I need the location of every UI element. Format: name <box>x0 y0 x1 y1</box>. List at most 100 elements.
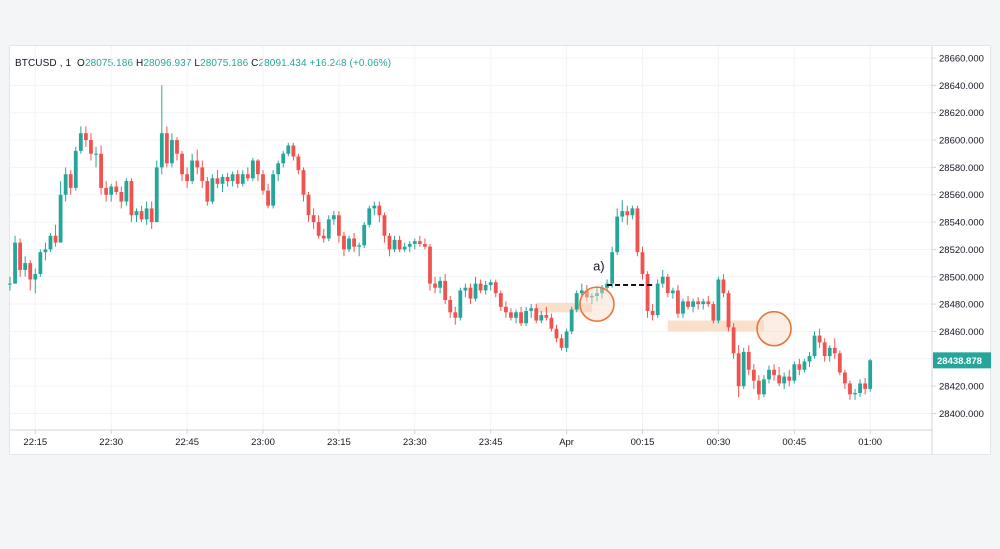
candle-down[interactable] <box>306 194 311 216</box>
candle-up[interactable] <box>868 360 873 389</box>
candle-down[interactable] <box>817 335 822 343</box>
candle-up[interactable] <box>827 347 832 357</box>
candle-down[interactable] <box>185 174 189 182</box>
candle-up[interactable] <box>701 301 706 305</box>
candle-down[interactable] <box>519 312 523 324</box>
candle-down[interactable] <box>635 208 640 253</box>
candle-up[interactable] <box>58 194 63 243</box>
candle-up[interactable] <box>392 239 397 250</box>
candle-up[interactable] <box>524 310 529 324</box>
candle-down[interactable] <box>321 235 326 239</box>
candle-down[interactable] <box>119 191 124 202</box>
candle-up[interactable] <box>529 308 534 311</box>
candle-up[interactable] <box>483 284 488 291</box>
candle-up[interactable] <box>488 282 493 285</box>
candle-down[interactable] <box>256 160 260 175</box>
candle-down[interactable] <box>352 238 356 247</box>
candle-up[interactable] <box>473 283 478 299</box>
candle-down[interactable] <box>676 290 680 314</box>
candle-down[interactable] <box>478 283 483 291</box>
candle-down[interactable] <box>129 181 134 216</box>
candle-up[interactable] <box>326 219 331 239</box>
candle-down[interactable] <box>468 287 473 299</box>
candle-down[interactable] <box>443 280 448 301</box>
candle-up[interactable] <box>767 369 771 380</box>
candle-up[interactable] <box>144 208 149 220</box>
candle-up[interactable] <box>564 331 569 348</box>
candle-up[interactable] <box>124 181 129 202</box>
candle-up[interactable] <box>48 235 53 250</box>
candle-down[interactable] <box>200 167 205 182</box>
candle-down[interactable] <box>544 315 549 318</box>
candle-up[interactable] <box>63 174 68 195</box>
candle-down[interactable] <box>164 133 169 164</box>
candle-down[interactable] <box>235 174 240 184</box>
candle-up[interactable] <box>357 245 362 247</box>
candle-down[interactable] <box>316 222 321 236</box>
candle-down[interactable] <box>686 301 690 307</box>
candle-down[interactable] <box>195 160 200 168</box>
candle-down[interactable] <box>787 376 792 381</box>
candle-up[interactable] <box>13 242 17 284</box>
candle-down[interactable] <box>397 239 402 250</box>
candle-up[interactable] <box>782 376 787 384</box>
candle-up[interactable] <box>78 133 83 151</box>
candle-up[interactable] <box>154 167 159 223</box>
candle-down[interactable] <box>832 347 837 354</box>
candle-down[interactable] <box>837 353 842 373</box>
candle-up[interactable] <box>463 287 468 291</box>
candle-down[interactable] <box>625 211 630 216</box>
candle-down[interactable] <box>843 372 847 384</box>
candle-up[interactable] <box>853 392 857 395</box>
candle-up[interactable] <box>458 290 463 318</box>
candle-up[interactable] <box>250 160 255 179</box>
candle-up[interactable] <box>159 133 164 168</box>
candle-up[interactable] <box>372 205 377 209</box>
candle-down[interactable] <box>149 208 154 223</box>
candle-down[interactable] <box>736 353 741 387</box>
candle-down[interactable] <box>428 246 432 284</box>
candle-down[interactable] <box>205 181 210 202</box>
candle-down[interactable] <box>266 190 270 206</box>
candle-down[interactable] <box>848 383 852 395</box>
candle-up[interactable] <box>691 301 695 307</box>
candle-up[interactable] <box>655 283 660 316</box>
candle-up[interactable] <box>630 208 635 216</box>
candle-up[interactable] <box>109 186 114 195</box>
candle-down[interactable] <box>89 140 93 154</box>
candle-up[interactable] <box>615 216 620 253</box>
candle-up[interactable] <box>170 140 174 164</box>
candle-down[interactable] <box>756 380 761 395</box>
candle-up[interactable] <box>271 174 276 206</box>
candle-down[interactable] <box>245 174 250 179</box>
candle-down[interactable] <box>721 279 726 294</box>
candle-up[interactable] <box>716 279 721 321</box>
candle-up[interactable] <box>23 263 28 270</box>
candle-up[interactable] <box>134 211 139 216</box>
candle-down[interactable] <box>751 369 756 381</box>
candle-up[interactable] <box>600 287 604 294</box>
candle-up[interactable] <box>38 252 43 275</box>
candle-down[interactable] <box>423 243 427 247</box>
candle-down[interactable] <box>104 187 109 195</box>
candle-up[interactable] <box>539 315 544 321</box>
candle-down[interactable] <box>18 242 23 270</box>
candle-down[interactable] <box>746 351 751 370</box>
candle-up[interactable] <box>347 238 351 250</box>
candle-down[interactable] <box>311 215 316 223</box>
candle-down[interactable] <box>337 215 341 236</box>
candle-down[interactable] <box>448 300 453 313</box>
candle-up[interactable] <box>43 249 48 253</box>
candle-down[interactable] <box>726 293 731 328</box>
candle-down[interactable] <box>180 153 184 175</box>
candle-up[interactable] <box>210 178 215 202</box>
candle-up[interactable] <box>595 293 599 296</box>
candle-down[interactable] <box>387 235 392 250</box>
candle-up[interactable] <box>438 280 442 288</box>
candle-up[interactable] <box>807 356 812 362</box>
candle-down[interactable] <box>498 293 503 307</box>
candle-up[interactable] <box>812 335 817 357</box>
candle-down[interactable] <box>342 235 346 250</box>
candle-up[interactable] <box>792 364 797 381</box>
candle-up[interactable] <box>362 224 367 246</box>
